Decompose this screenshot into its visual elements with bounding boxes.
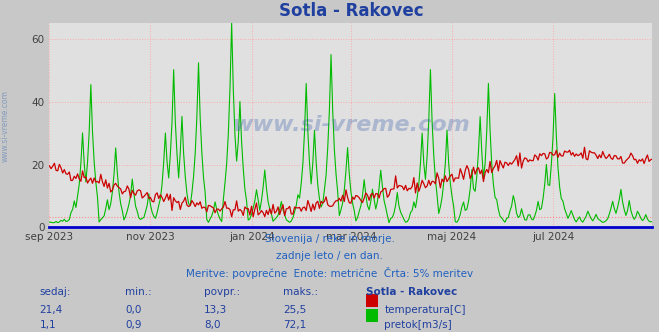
Text: 25,5: 25,5 (283, 305, 306, 315)
Text: Meritve: povprečne  Enote: metrične  Črta: 5% meritev: Meritve: povprečne Enote: metrične Črta:… (186, 267, 473, 279)
Text: 13,3: 13,3 (204, 305, 227, 315)
Text: Slovenija / reke in morje.: Slovenija / reke in morje. (264, 234, 395, 244)
Text: pretok[m3/s]: pretok[m3/s] (384, 320, 452, 330)
Text: www.si-vreme.com: www.si-vreme.com (232, 115, 470, 135)
Text: 72,1: 72,1 (283, 320, 306, 330)
Text: 0,9: 0,9 (125, 320, 142, 330)
Text: min.:: min.: (125, 287, 152, 297)
Text: maks.:: maks.: (283, 287, 318, 297)
Text: 1,1: 1,1 (40, 320, 56, 330)
Text: povpr.:: povpr.: (204, 287, 241, 297)
Text: zadnje leto / en dan.: zadnje leto / en dan. (276, 251, 383, 261)
Title: Sotla - Rakovec: Sotla - Rakovec (279, 2, 423, 20)
Text: 0,0: 0,0 (125, 305, 142, 315)
Text: 8,0: 8,0 (204, 320, 221, 330)
Text: sedaj:: sedaj: (40, 287, 71, 297)
Text: 21,4: 21,4 (40, 305, 63, 315)
Text: Sotla - Rakovec: Sotla - Rakovec (366, 287, 457, 297)
Text: www.si-vreme.com: www.si-vreme.com (1, 90, 10, 162)
Text: temperatura[C]: temperatura[C] (384, 305, 466, 315)
